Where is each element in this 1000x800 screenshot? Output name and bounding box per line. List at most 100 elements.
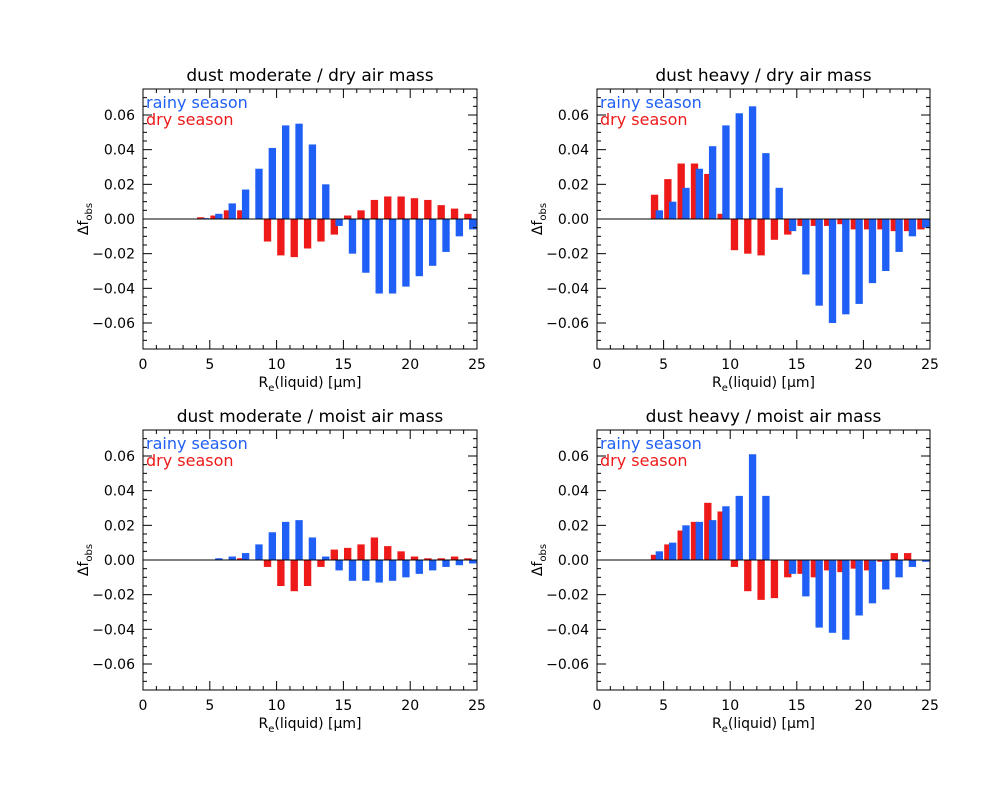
y-tick-label: −0.06 <box>92 657 135 673</box>
dry-bar <box>717 213 725 219</box>
dry-bar <box>464 558 472 560</box>
rainy-bar <box>268 147 276 219</box>
dry-bar <box>290 560 298 592</box>
y-tick-label: 0.06 <box>104 449 135 465</box>
dry-bar <box>344 547 352 560</box>
y-tick-label: −0.06 <box>546 316 589 332</box>
rainy-bar <box>455 560 464 566</box>
rainy-bar <box>882 219 890 271</box>
y-tick-label: 0.02 <box>558 177 589 193</box>
rainy-bar <box>682 525 690 560</box>
dry-bar <box>303 219 312 249</box>
y-tick-label: 0.04 <box>558 143 589 159</box>
dry-bar <box>650 554 659 560</box>
rainy-bar <box>402 560 410 578</box>
rainy-bar <box>842 219 850 315</box>
dry-bar <box>757 560 765 600</box>
rainy-bar <box>375 219 383 294</box>
chart-panel-2: 0 5 10 15 20 25 −0.06 −0.04 −0.02 0.00 0.02 0.04 0.0… <box>530 66 939 394</box>
dry-bar <box>384 196 392 219</box>
dry-bar <box>770 219 779 240</box>
rainy-bar <box>868 219 877 284</box>
dry-bar <box>717 511 725 560</box>
rainy-bar <box>362 219 370 273</box>
rainy-bar <box>215 213 223 219</box>
dry-bar <box>810 560 819 578</box>
rainy-bar <box>882 560 890 590</box>
rainy-bar <box>442 560 450 567</box>
rainy-bar <box>455 219 464 237</box>
rainy-bar <box>255 544 263 560</box>
dry-bar <box>903 219 912 232</box>
rainy-bar <box>708 146 717 219</box>
rainy-bar <box>815 560 823 628</box>
y-axis-label: Δfobs <box>76 544 95 576</box>
rainy-bar <box>762 153 770 219</box>
dry-bar <box>877 219 885 230</box>
dry-bar <box>890 219 898 232</box>
rainy-bar <box>442 219 450 252</box>
x-tick-label: 10 <box>268 357 286 373</box>
rainy-bar <box>842 560 850 640</box>
rainy-bar <box>668 542 677 560</box>
chart-title: dust heavy / moist air mass <box>646 407 882 427</box>
dry-bar <box>704 173 712 219</box>
rainy-bar <box>415 219 423 277</box>
dry-bar <box>690 163 699 219</box>
rainy-bar <box>762 495 770 560</box>
rainy-bar <box>722 506 730 560</box>
dry-bar <box>317 219 325 242</box>
dry-bar <box>263 560 272 567</box>
rainy-bar <box>308 144 317 219</box>
x-tick-label: 10 <box>721 698 739 714</box>
x-tick-label: 20 <box>854 357 872 373</box>
y-axis-label: Δfobs <box>76 203 95 235</box>
y-tick-label: 0.02 <box>104 518 135 534</box>
chart-panel-3: 0 5 10 15 20 25 −0.06 −0.04 −0.02 0.00 0.02 0.04 0.0… <box>76 407 486 735</box>
y-tick-label: 0.06 <box>104 108 135 124</box>
dry-bar <box>810 219 819 226</box>
x-tick-label: 15 <box>788 357 806 373</box>
dry-bar <box>850 560 859 569</box>
y-tick-label: 0.04 <box>104 143 135 159</box>
x-tick-label: 25 <box>921 698 939 714</box>
rainy-bar <box>282 521 290 560</box>
rainy-bar <box>828 219 837 323</box>
rainy-bar <box>415 560 423 574</box>
rainy-bar <box>348 219 357 254</box>
rainy-bar <box>895 560 903 578</box>
dry-bar <box>424 199 432 219</box>
dry-bar <box>357 210 365 219</box>
legend-dry-season: dry season <box>146 451 234 470</box>
x-tick-label: 15 <box>788 698 806 714</box>
rainy-bar <box>828 560 837 633</box>
rainy-bar <box>469 219 477 230</box>
dry-bar <box>397 196 405 219</box>
rainy-bar <box>375 560 383 583</box>
y-tick-label: −0.04 <box>546 622 589 638</box>
dry-bar <box>917 219 925 230</box>
y-tick-label: 0.00 <box>104 553 135 569</box>
dry-bar <box>837 219 845 225</box>
rainy-bar <box>308 537 317 560</box>
legend-rainy-season: rainy season <box>600 434 702 453</box>
x-axis-label: Re(liquid) [μm] <box>258 375 361 394</box>
y-tick-label: 0.02 <box>558 518 589 534</box>
rainy-bar <box>348 560 357 581</box>
x-tick-label: 20 <box>401 357 419 373</box>
dry-bar <box>744 560 752 592</box>
dry-bar <box>330 549 338 560</box>
rainy-bar <box>668 201 677 219</box>
y-tick-label: −0.02 <box>92 247 135 263</box>
x-tick-label: 25 <box>468 357 486 373</box>
y-tick-label: −0.02 <box>546 588 589 604</box>
rainy-bar <box>268 532 276 560</box>
rainy-bar <box>908 560 917 567</box>
rainy-bar <box>908 219 917 237</box>
x-tick-label: 25 <box>468 698 486 714</box>
dry-bar <box>730 219 739 251</box>
chart-title: dust heavy / dry air mass <box>655 66 871 86</box>
y-tick-label: 0.06 <box>558 449 589 465</box>
dry-bar <box>384 546 392 560</box>
